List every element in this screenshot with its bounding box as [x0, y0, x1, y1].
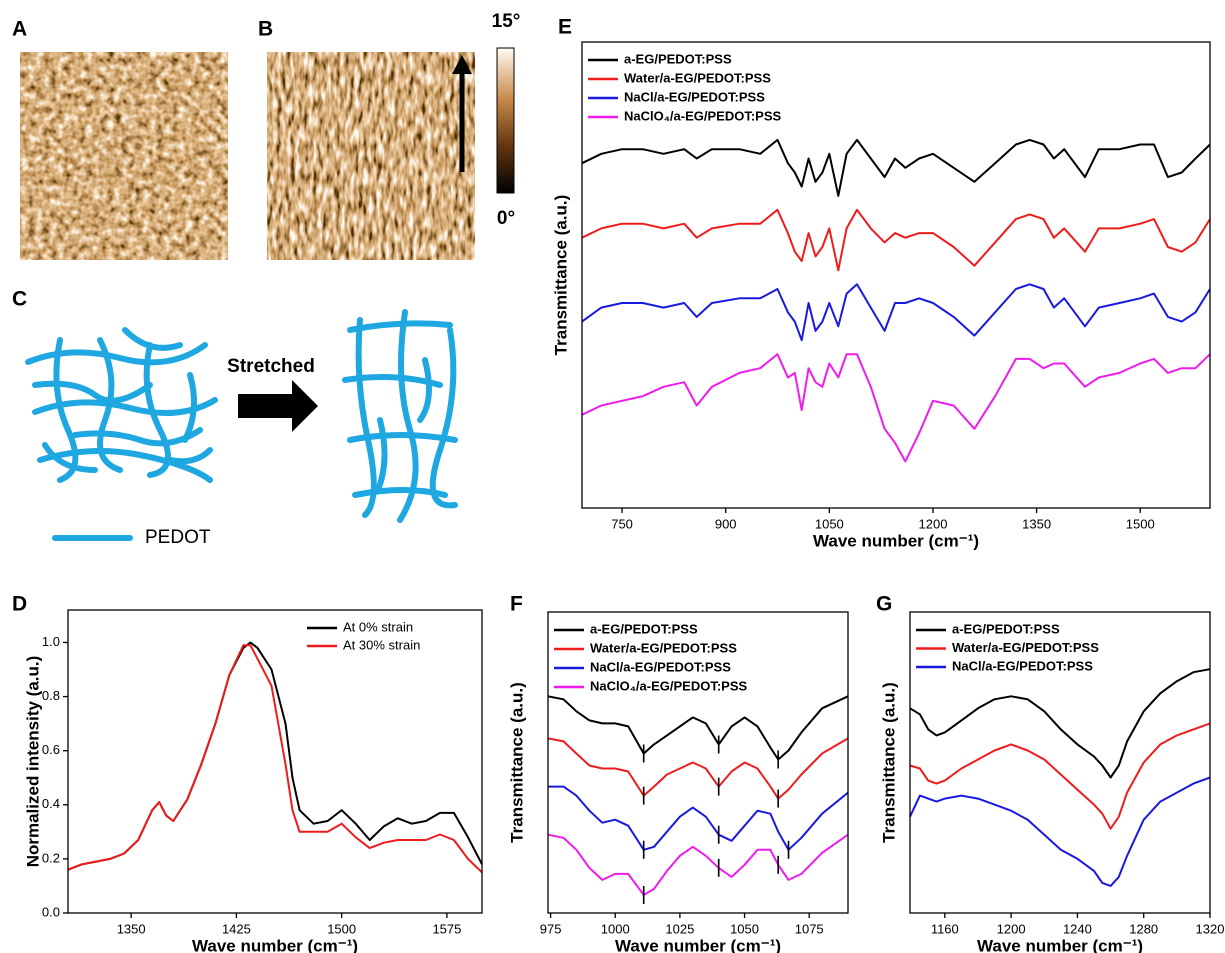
x-tick-label: 1320 [1196, 921, 1225, 936]
plot-frame [548, 612, 848, 913]
y-tick-label: 0.6 [42, 742, 60, 757]
x-tick-label: 1050 [815, 516, 844, 531]
afm-image [20, 52, 228, 260]
panel-label: D [12, 593, 27, 616]
legend-label: Water/a-EG/PEDOT:PSS [952, 640, 1099, 655]
panel-label: B [258, 18, 273, 41]
y-axis-label: Transmittance (a.u.) [507, 682, 526, 843]
diagram-legend: PEDOT [145, 527, 211, 548]
x-tick-label: 1050 [730, 921, 759, 936]
legend-label: a-EG/PEDOT:PSS [590, 621, 698, 636]
x-tick-label: 1575 [432, 921, 461, 936]
colorbar [497, 48, 514, 193]
x-tick-label: 1200 [919, 516, 948, 531]
panel-label: G [876, 593, 892, 616]
series-line [582, 140, 1210, 196]
legend-label: At 30% strain [343, 637, 420, 652]
x-axis-label: Wave number (cm⁻¹) [977, 936, 1143, 953]
colorbar-max: 15° [492, 11, 521, 32]
legend-label: NaCl/a-EG/PEDOT:PSS [624, 89, 765, 104]
x-tick-label: 1200 [997, 921, 1026, 936]
x-tick-label: 1240 [1063, 921, 1092, 936]
x-tick-label: 1075 [795, 921, 824, 936]
legend-label: Water/a-EG/PEDOT:PSS [590, 640, 737, 655]
series-line [548, 738, 848, 798]
y-tick-label: 0.0 [42, 904, 60, 919]
y-tick-label: 0.8 [42, 688, 60, 703]
x-tick-label: 1350 [117, 921, 146, 936]
panel-label: F [510, 593, 523, 616]
x-axis-label: Wave number (cm⁻¹) [192, 936, 358, 953]
x-tick-label: 900 [715, 516, 737, 531]
x-tick-label: 1280 [1129, 921, 1158, 936]
figure: A B C 15° 0° Stretched PEDOT D 1350 1425 15… [0, 0, 1225, 953]
y-axis-label: Normalized intensity (a.u.) [23, 656, 42, 868]
x-axis-label: Wave number (cm⁻¹) [615, 936, 781, 953]
colorbar-min: 0° [497, 208, 515, 229]
series-line [910, 669, 1210, 777]
legend-label: Water/a-EG/PEDOT:PSS [624, 70, 771, 85]
panel-label: A [12, 18, 27, 41]
series-line [548, 696, 848, 759]
x-axis-label: Wave number (cm⁻¹) [813, 531, 979, 550]
series-line [910, 778, 1210, 886]
panel-label: E [558, 16, 572, 39]
series-line [548, 787, 848, 850]
y-tick-label: 1.0 [42, 634, 60, 649]
legend-label: NaClO₄/a-EG/PEDOT:PSS [624, 108, 782, 123]
series-line [582, 284, 1210, 340]
x-tick-label: 1160 [931, 921, 959, 936]
x-tick-label: 1000 [601, 921, 630, 936]
plot-frame [910, 612, 1210, 913]
legend-label: NaCl/a-EG/PEDOT:PSS [590, 659, 731, 674]
series-line [910, 723, 1210, 828]
legend-label: a-EG/PEDOT:PSS [952, 621, 1060, 636]
y-tick-label: 0.2 [42, 850, 60, 865]
afm-image [267, 52, 475, 260]
series-line [582, 210, 1210, 270]
panel-label: C [12, 288, 27, 311]
series-line [548, 835, 848, 895]
legend-label: NaCl/a-EG/PEDOT:PSS [952, 658, 1093, 673]
series-line [68, 643, 482, 870]
stretch-arrow [238, 380, 318, 432]
y-tick-label: 0.4 [42, 796, 60, 811]
y-axis-label: Transmittance (a.u.) [879, 682, 898, 843]
legend-label: NaClO₄/a-EG/PEDOT:PSS [590, 678, 748, 693]
x-tick-label: 1425 [222, 921, 251, 936]
x-tick-label: 1500 [1126, 516, 1155, 531]
legend-label: a-EG/PEDOT:PSS [624, 51, 732, 66]
x-tick-label: 975 [540, 921, 562, 936]
x-tick-label: 1025 [665, 921, 694, 936]
x-tick-label: 750 [611, 516, 633, 531]
plot-frame [68, 610, 482, 913]
legend-label: At 0% strain [343, 619, 413, 634]
series-line [582, 354, 1210, 461]
x-tick-label: 1350 [1022, 516, 1051, 531]
diagram-action: Stretched [227, 356, 315, 377]
x-tick-label: 1500 [327, 921, 356, 936]
y-axis-label: Transmittance (a.u.) [551, 195, 570, 356]
